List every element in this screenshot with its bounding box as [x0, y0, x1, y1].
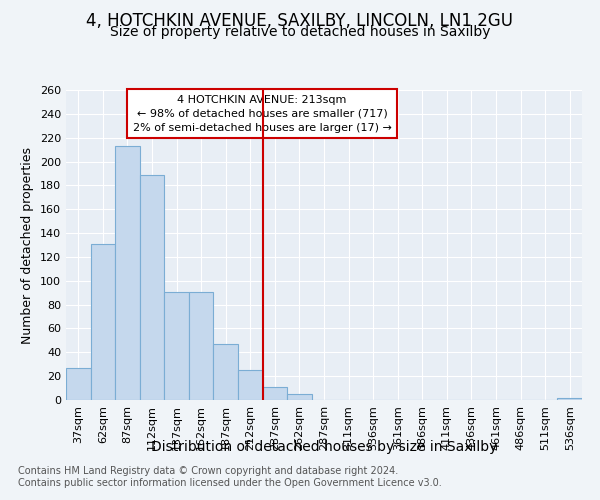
- Y-axis label: Number of detached properties: Number of detached properties: [22, 146, 34, 344]
- Text: Size of property relative to detached houses in Saxilby: Size of property relative to detached ho…: [110, 25, 490, 39]
- Bar: [115, 146, 140, 400]
- Bar: [557, 398, 582, 400]
- Bar: [189, 292, 214, 400]
- Text: 4 HOTCHKIN AVENUE: 213sqm
← 98% of detached houses are smaller (717)
2% of semi-: 4 HOTCHKIN AVENUE: 213sqm ← 98% of detac…: [133, 94, 392, 132]
- Bar: [140, 174, 164, 400]
- Text: Distribution of detached houses by size in Saxilby: Distribution of detached houses by size …: [151, 440, 497, 454]
- Bar: [66, 368, 91, 400]
- Text: Contains HM Land Registry data © Crown copyright and database right 2024.
Contai: Contains HM Land Registry data © Crown c…: [18, 466, 442, 487]
- Bar: [287, 394, 312, 400]
- Bar: [91, 244, 115, 400]
- Text: 4, HOTCHKIN AVENUE, SAXILBY, LINCOLN, LN1 2GU: 4, HOTCHKIN AVENUE, SAXILBY, LINCOLN, LN…: [86, 12, 514, 30]
- Bar: [164, 292, 189, 400]
- Bar: [214, 344, 238, 400]
- Bar: [238, 370, 263, 400]
- Bar: [263, 387, 287, 400]
